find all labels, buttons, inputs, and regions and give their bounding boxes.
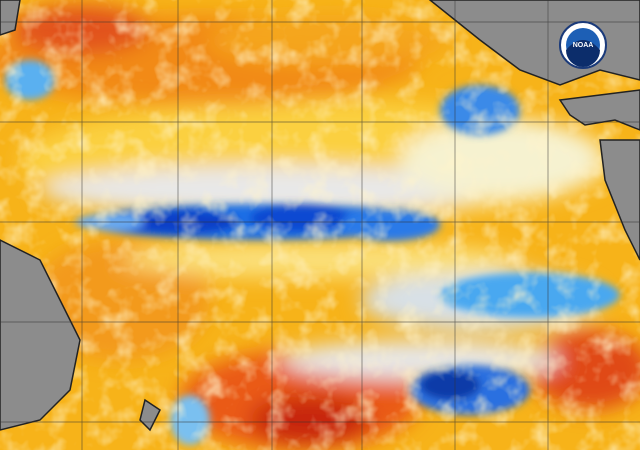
noaa-logo: NOAA [559,21,607,69]
logo-text: NOAA [573,42,594,49]
